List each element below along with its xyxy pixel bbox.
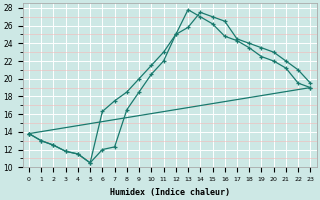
X-axis label: Humidex (Indice chaleur): Humidex (Indice chaleur) — [110, 188, 230, 197]
